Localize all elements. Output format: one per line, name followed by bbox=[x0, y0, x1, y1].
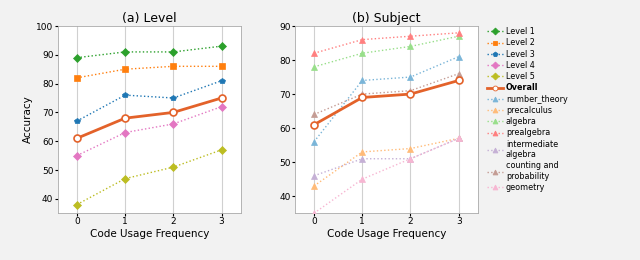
Title: (a) Level: (a) Level bbox=[122, 12, 177, 25]
Legend: Level 1, Level 2, Level 3, Level 4, Level 5, Overall, number_theory, precalculus: Level 1, Level 2, Level 3, Level 4, Leve… bbox=[486, 26, 568, 193]
Title: (b) Subject: (b) Subject bbox=[352, 12, 420, 25]
X-axis label: Code Usage Frequency: Code Usage Frequency bbox=[326, 229, 446, 239]
X-axis label: Code Usage Frequency: Code Usage Frequency bbox=[90, 229, 209, 239]
Y-axis label: Accuracy: Accuracy bbox=[24, 96, 33, 144]
